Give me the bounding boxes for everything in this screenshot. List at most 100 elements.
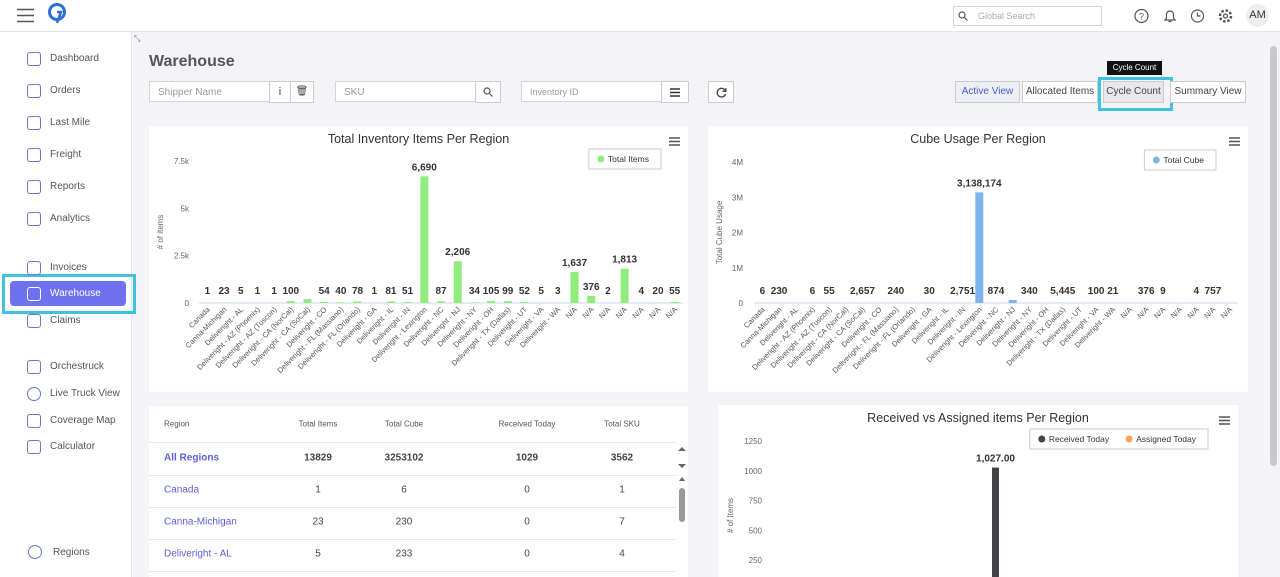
legend-box <box>588 148 662 170</box>
data-label: 78 <box>352 286 364 297</box>
data-label: 3,138,174 <box>957 178 1002 189</box>
menu-button[interactable] <box>17 8 34 23</box>
chart: Cube Usage Per Region Total Cube Usage 0 1M… <box>715 132 1240 375</box>
view-button[interactable]: Cycle Count <box>1103 81 1164 103</box>
x-tick-label: N/A <box>664 305 679 320</box>
data-label: 3 <box>555 286 561 297</box>
header-icons[interactable]: ? <box>1134 8 1234 24</box>
x-tick-label: N/A <box>1185 305 1200 320</box>
bar <box>620 268 629 303</box>
bar <box>670 301 679 303</box>
global-search[interactable]: Global Search <box>953 6 1102 26</box>
column-header: Total Cube <box>384 419 424 429</box>
legend-marker <box>1125 435 1133 443</box>
nav-item[interactable]: Regions <box>53 547 90 558</box>
expand-icon[interactable]: ⤡ <box>134 34 141 43</box>
nav-icon <box>27 84 41 98</box>
table-cell: 3253102 <box>384 452 424 464</box>
data-label: 4 <box>1193 286 1199 297</box>
bar <box>286 301 295 303</box>
filter-input[interactable]: Shipper Name <box>149 81 270 102</box>
logo[interactable] <box>47 3 67 25</box>
data-label: 5,445 <box>1050 286 1075 297</box>
chart-menu[interactable] <box>1229 137 1240 146</box>
bar <box>487 301 496 303</box>
row-divider <box>149 442 676 443</box>
avatar[interactable]: AM <box>1246 4 1269 27</box>
table-cell: 6 <box>401 484 407 496</box>
nav-icon <box>27 314 41 328</box>
table-cell: 1 <box>315 484 321 496</box>
x-tick-label: N/A <box>1152 305 1167 320</box>
data-label: 52 <box>519 286 531 297</box>
data-label: 99 <box>502 286 514 297</box>
data-label: 757 <box>1205 286 1222 297</box>
nav-item[interactable]: Warehouse <box>50 288 101 299</box>
chart-menu[interactable] <box>1219 416 1230 425</box>
refresh-button[interactable] <box>708 81 734 103</box>
region-link[interactable]: Canna-Michigan <box>164 516 237 528</box>
nav-icon <box>27 180 41 194</box>
column-header: Total SKU <box>604 419 640 429</box>
nav-item[interactable]: Last Mile <box>50 117 91 128</box>
y-tick-label: 1000 <box>744 467 762 476</box>
nav-item[interactable]: Reports <box>50 181 86 192</box>
page-scrollbar[interactable] <box>1270 46 1277 466</box>
legend: Received Today Assigned Today <box>1029 428 1209 450</box>
x-tick-label: N/A <box>1219 305 1234 320</box>
table-scrollbar[interactable] <box>676 446 688 526</box>
x-tick-label: N/A <box>1169 305 1184 320</box>
legend-box <box>1029 428 1209 450</box>
nav-icon <box>27 387 41 401</box>
info-button[interactable]: i <box>269 81 291 103</box>
top-bar: Global Search ? AM <box>0 0 1280 32</box>
chart-menu[interactable] <box>669 137 680 146</box>
filter-input[interactable]: Inventory ID <box>521 81 662 102</box>
view-button[interactable]: Active View <box>955 81 1020 103</box>
bar <box>470 302 479 303</box>
x-tick-label: N/A <box>1119 305 1134 320</box>
table-cell: 13829 <box>304 452 332 464</box>
y-tick-label: 250 <box>749 556 763 565</box>
nav-icon <box>27 52 41 66</box>
bar <box>386 301 395 303</box>
bar <box>437 301 445 303</box>
highlight <box>2 274 136 314</box>
chart: Received vs Assigned items Per Region # o… <box>726 411 1230 577</box>
view-button[interactable]: Summary View <box>1170 81 1246 103</box>
nav-item[interactable]: Orders <box>50 85 81 96</box>
bar <box>587 295 596 303</box>
search-button[interactable] <box>475 81 501 103</box>
region-link[interactable]: All Regions <box>164 452 220 464</box>
data-label: 55 <box>824 286 836 297</box>
nav-item[interactable]: Coverage Map <box>50 415 116 426</box>
legend-marker <box>1038 435 1046 443</box>
nav-icon <box>27 360 41 374</box>
legend-marker <box>1152 156 1160 164</box>
table-cell: 0 <box>524 548 530 560</box>
region-link[interactable]: Deliveright - AL <box>164 548 232 560</box>
data-label: 23 <box>218 286 230 297</box>
bar <box>503 301 512 303</box>
y-tick-label: 2.5k <box>174 252 190 261</box>
nav-item[interactable]: Claims <box>50 315 81 326</box>
nav-item[interactable]: Dashboard <box>50 53 99 64</box>
nav-item[interactable]: Orchestruck <box>50 361 104 372</box>
delete-button[interactable]: 🗑 <box>290 81 314 103</box>
nav-item[interactable]: Invoices <box>50 262 87 273</box>
legend: Total Cube <box>1143 149 1217 171</box>
y-tick-label: 2M <box>732 229 743 238</box>
list-button[interactable] <box>661 81 689 103</box>
bar <box>420 176 429 303</box>
x-tick-label: N/A <box>630 305 645 320</box>
region-link[interactable]: Canada <box>164 484 200 496</box>
filter-input[interactable]: SKU <box>335 81 476 102</box>
nav-item[interactable]: Freight <box>50 149 82 160</box>
region-table: Region Total Items Total Cube Received Toda… <box>149 406 688 577</box>
chart-title: Cube Usage Per Region <box>910 132 1046 146</box>
x-tick-label: N/A <box>564 305 579 320</box>
view-button[interactable]: Allocated Items <box>1022 81 1098 103</box>
nav-item[interactable]: Live Truck View <box>50 388 120 399</box>
nav-item[interactable]: Calculator <box>50 441 96 452</box>
nav-item[interactable]: Analytics <box>50 213 91 224</box>
